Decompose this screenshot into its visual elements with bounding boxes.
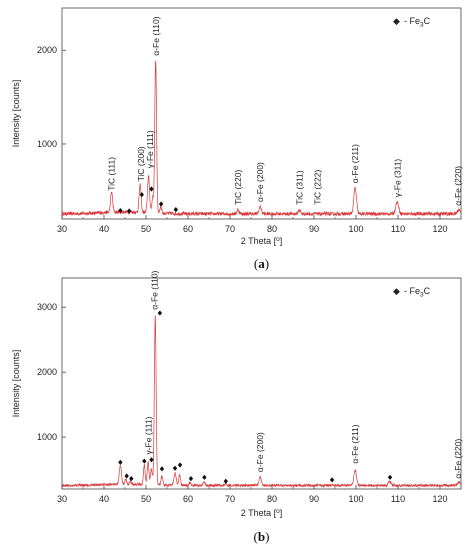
fe3c-marker: [177, 462, 183, 468]
y-axis-title: Intensity [counts]: [11, 80, 21, 148]
panel-caption: (b): [254, 529, 270, 544]
x-tick-label: 60: [183, 494, 193, 504]
x-tick-label: 90: [309, 224, 319, 234]
x-tick-label: 80: [267, 494, 277, 504]
peak-label: α-Fe (200): [255, 432, 265, 472]
legend-marker: ◆: [393, 16, 400, 26]
x-tick-label: 90: [309, 494, 319, 504]
x-tick-label: 70: [225, 224, 235, 234]
peak-label: α-Fe (220): [453, 166, 463, 206]
peak-label: γ-Fe (111): [145, 130, 155, 168]
x-tick-label: 50: [141, 494, 151, 504]
x-tick-label: 100: [348, 494, 363, 504]
spectrum-line: [62, 315, 461, 488]
peak-label: α-Fe (211): [350, 144, 360, 183]
x-tick-label: 70: [225, 494, 235, 504]
fe3c-marker: [118, 459, 123, 465]
y-tick-label: 2000: [37, 367, 57, 377]
peak-label: γ-Fe (311): [393, 159, 403, 198]
peak-label: α-Fe (200): [255, 162, 265, 202]
peak-label: α-Fe (110): [149, 270, 159, 309]
panel-a: 30 40 50 60 70 80 90 100 110 120 1000 2000 2 Theta […: [11, 7, 463, 271]
plot-frame: [61, 7, 462, 220]
fe3c-marker: [124, 473, 129, 479]
x-tick-label: 120: [432, 224, 447, 234]
x-tick-label: 50: [141, 224, 151, 234]
y-tick-label: 1000: [37, 432, 57, 442]
legend-marker: ◆: [393, 286, 400, 296]
x-tick-label: 40: [99, 494, 109, 504]
peak-label: TiC (222): [312, 170, 322, 205]
plot-frame: [61, 277, 462, 490]
fe3c-marker: [158, 201, 164, 207]
peak-label: α-Fe (110): [151, 16, 161, 55]
peak-label: γ-Fe (111): [144, 416, 154, 454]
x-tick-label: 60: [183, 224, 193, 234]
x-tick-label: 110: [391, 224, 405, 234]
peak-label: TiC (311): [294, 170, 304, 205]
x-tick-label: 100: [348, 224, 363, 234]
y-tick-label: 1000: [37, 139, 57, 149]
x-tick-label: 40: [99, 224, 109, 234]
fe3c-marker: [142, 458, 147, 464]
fe3c-marker: [202, 474, 207, 480]
fe3c-marker: [159, 466, 165, 472]
x-axis-title: 2 Theta [o]: [241, 236, 283, 246]
x-tick-label: 120: [432, 494, 447, 504]
peak-label: TiC (220): [233, 170, 243, 205]
fe3c-marker: [149, 457, 154, 463]
y-axis-title: Intensity [counts]: [11, 350, 21, 418]
fe3c-marker: [127, 208, 132, 214]
fe3c-marker: [329, 477, 335, 483]
fe3c-marker: [129, 476, 134, 482]
fe3c-marker: [173, 207, 179, 213]
x-tick-label: 80: [267, 224, 277, 234]
y-tick-label: 3000: [37, 302, 57, 312]
fe3c-marker: [118, 207, 123, 214]
x-tick-label: 30: [57, 494, 67, 504]
y-tick-label: 2000: [37, 45, 57, 55]
x-axis-title: 2 Theta [o]: [241, 508, 283, 518]
x-tick-label: 110: [391, 494, 405, 504]
peak-label: TiC (200): [136, 146, 146, 181]
fe3c-marker: [188, 476, 194, 482]
fe3c-marker: [387, 474, 393, 480]
peak-label: TiC (111): [107, 157, 117, 191]
x-tick-label: 30: [57, 224, 67, 234]
peak-label: α-Fe (211): [350, 424, 360, 463]
fe3c-marker: [157, 310, 163, 316]
peak-label: α-Fe (220): [453, 439, 463, 479]
fe3c-marker: [223, 478, 228, 484]
panel-caption: (a): [254, 256, 269, 271]
fe3c-marker: [139, 192, 144, 198]
fe3c-marker: [172, 465, 178, 471]
panel-b: 30 40 50 60 70 80 90 100 110 120 1000 2000 3000 2 The…: [11, 270, 463, 544]
fe3c-marker: [149, 186, 154, 192]
legend-label: - Fe3C: [404, 286, 431, 299]
legend-label: - Fe3C: [404, 16, 431, 29]
